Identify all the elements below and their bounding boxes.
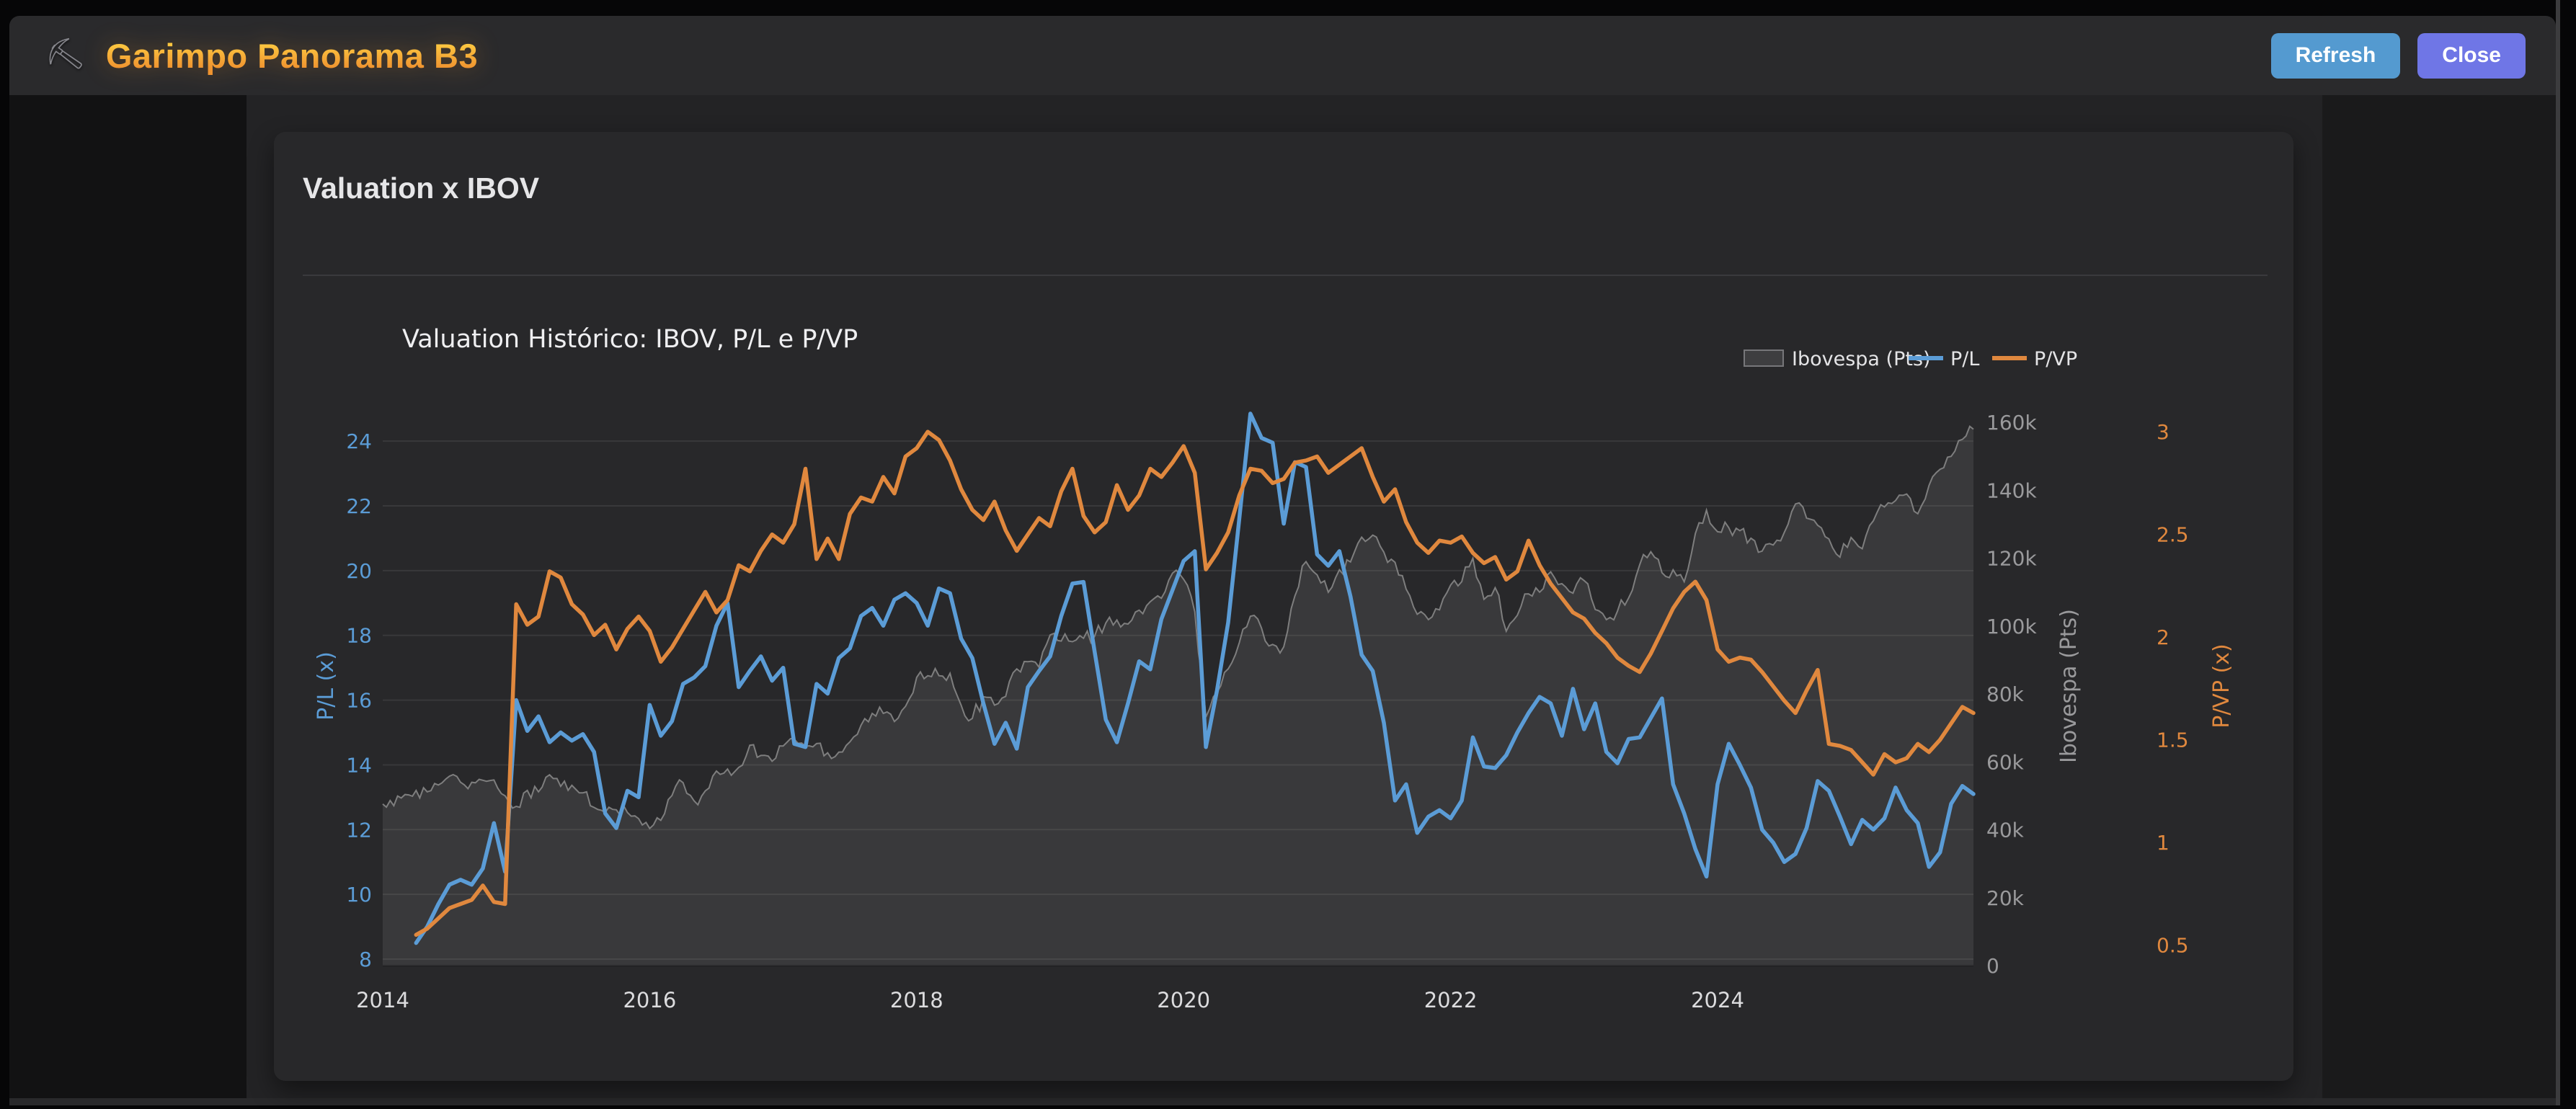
bottom-window-edge <box>9 1098 2556 1105</box>
svg-text:0: 0 <box>1986 954 1999 978</box>
svg-text:14: 14 <box>346 753 372 777</box>
header-actions: Refresh Close <box>2270 16 2526 95</box>
svg-text:2018: 2018 <box>890 988 943 1012</box>
axis-years: 2014 2016 2018 2020 2022 2024 <box>356 988 1744 1012</box>
svg-text:2014: 2014 <box>356 988 409 1012</box>
svg-text:20: 20 <box>346 559 372 583</box>
app-title: Garimpo Panorama B3 <box>105 36 479 75</box>
right-rail <box>2322 95 2556 1105</box>
svg-text:3: 3 <box>2157 420 2169 444</box>
svg-text:60k: 60k <box>1986 750 2025 774</box>
axis-pvp: 0.5 1 1.5 2 2.5 3 P/VP (x) <box>2157 420 2234 957</box>
valuation-card: Valuation x IBOV <box>274 132 2293 1081</box>
series-pvp[interactable] <box>414 429 1976 937</box>
svg-text:22: 22 <box>346 494 372 518</box>
refresh-button[interactable]: Refresh <box>2270 32 2401 79</box>
svg-text:2016: 2016 <box>623 988 676 1012</box>
svg-text:100k: 100k <box>1986 615 2037 638</box>
svg-text:24: 24 <box>346 429 372 453</box>
svg-text:120k: 120k <box>1986 547 2037 571</box>
svg-text:8: 8 <box>359 948 372 971</box>
right-window-border <box>2556 0 2560 1105</box>
svg-text:16: 16 <box>346 689 372 713</box>
svg-text:10: 10 <box>346 883 372 907</box>
svg-text:18: 18 <box>346 624 372 648</box>
svg-text:2020: 2020 <box>1157 988 1210 1012</box>
svg-text:Ibovespa (Pts): Ibovespa (Pts) <box>2056 609 2082 763</box>
svg-text:1: 1 <box>2157 831 2169 855</box>
svg-text:P/L (x): P/L (x) <box>314 651 339 721</box>
left-rail <box>9 95 247 1105</box>
svg-text:2024: 2024 <box>1691 988 1744 1012</box>
axis-pl: 8 10 12 14 16 18 20 22 24 P/L (x) <box>314 429 372 971</box>
svg-text:0.5: 0.5 <box>2157 934 2189 958</box>
svg-text:140k: 140k <box>1986 478 2037 502</box>
chart-legend[interactable]: Ibovespa (Pts) P/L P/VP <box>1744 348 2077 370</box>
svg-text:P/VP (x): P/VP (x) <box>2209 643 2234 729</box>
card-title: Valuation x IBOV <box>303 172 540 205</box>
axis-ibovespa: 0 20k 40k 60k 80k 100k 120k 140k 160k Ibovespa (P… <box>1986 411 2082 978</box>
svg-text:2: 2 <box>2157 625 2169 649</box>
svg-text:2022: 2022 <box>1424 988 1478 1012</box>
svg-text:40k: 40k <box>1986 819 2025 842</box>
card-divider <box>303 275 2268 276</box>
legend-swatch-ibovespa <box>1744 349 1784 367</box>
chart-title: Valuation Histórico: IBOV, P/L e P/VP <box>402 325 858 354</box>
svg-text:Ibovespa (Pts): Ibovespa (Pts) <box>1792 348 1931 370</box>
series-ibovespa-area[interactable] <box>382 424 1974 966</box>
svg-text:P/L: P/L <box>1950 348 1979 370</box>
svg-text:80k: 80k <box>1986 682 2025 706</box>
app-header: ⛏ Garimpo Panorama B3 Refresh Close <box>9 16 2556 97</box>
series-pl[interactable] <box>414 411 1976 945</box>
svg-text:160k: 160k <box>1986 411 2037 435</box>
svg-text:12: 12 <box>346 818 372 842</box>
close-button[interactable]: Close <box>2417 32 2526 79</box>
svg-text:20k: 20k <box>1986 886 2025 910</box>
svg-text:1.5: 1.5 <box>2157 729 2189 752</box>
svg-text:P/VP: P/VP <box>2034 348 2077 370</box>
svg-text:2.5: 2.5 <box>2157 523 2189 547</box>
